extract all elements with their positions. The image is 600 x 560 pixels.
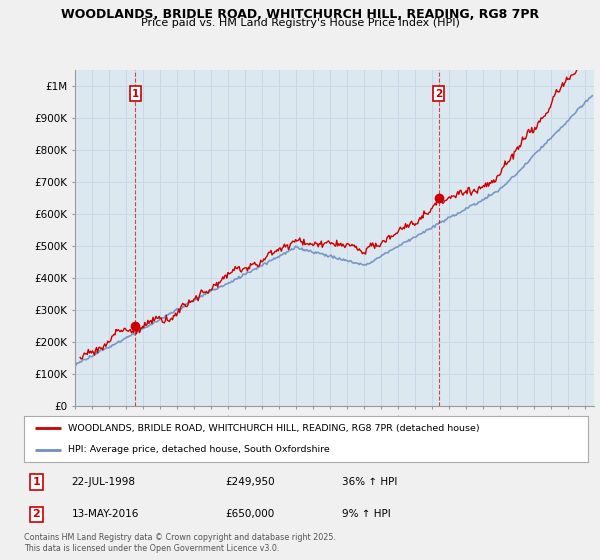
Text: HPI: Average price, detached house, South Oxfordshire: HPI: Average price, detached house, Sout… xyxy=(68,445,330,454)
Text: 22-JUL-1998: 22-JUL-1998 xyxy=(71,477,136,487)
Text: 2: 2 xyxy=(435,88,442,99)
Text: Contains HM Land Registry data © Crown copyright and database right 2025.
This d: Contains HM Land Registry data © Crown c… xyxy=(24,533,336,553)
Text: 1: 1 xyxy=(32,477,40,487)
Text: 36% ↑ HPI: 36% ↑ HPI xyxy=(342,477,397,487)
Text: Price paid vs. HM Land Registry's House Price Index (HPI): Price paid vs. HM Land Registry's House … xyxy=(140,18,460,29)
Text: 2: 2 xyxy=(32,510,40,519)
Text: £249,950: £249,950 xyxy=(225,477,275,487)
Text: 13-MAY-2016: 13-MAY-2016 xyxy=(71,510,139,519)
Text: WOODLANDS, BRIDLE ROAD, WHITCHURCH HILL, READING, RG8 7PR (detached house): WOODLANDS, BRIDLE ROAD, WHITCHURCH HILL,… xyxy=(68,424,479,433)
Text: 9% ↑ HPI: 9% ↑ HPI xyxy=(342,510,391,519)
Text: £650,000: £650,000 xyxy=(225,510,274,519)
Text: WOODLANDS, BRIDLE ROAD, WHITCHURCH HILL, READING, RG8 7PR: WOODLANDS, BRIDLE ROAD, WHITCHURCH HILL,… xyxy=(61,8,539,21)
Text: 1: 1 xyxy=(132,88,139,99)
